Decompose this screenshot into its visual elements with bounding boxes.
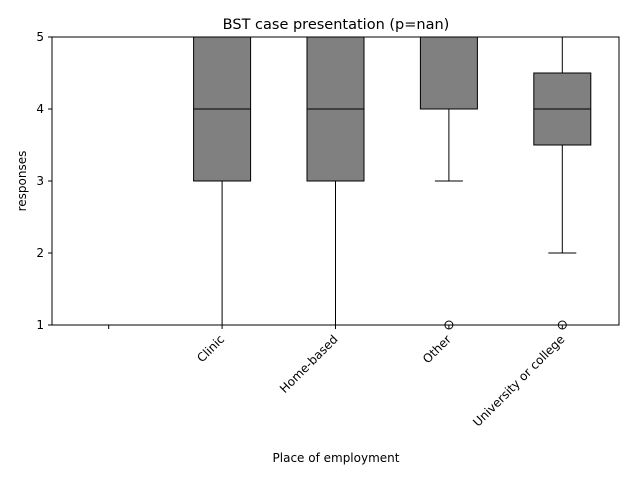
y-tick-label: 3 (36, 174, 44, 188)
x-tick-label: Other (420, 332, 454, 366)
y-tick-label: 5 (36, 30, 44, 44)
chart-title: BST case presentation (p=nan) (223, 17, 450, 33)
x-axis: Clinic Home-based Other University or colle… (108, 325, 567, 429)
plot-area (193, 36, 592, 330)
x-tick-label: Clinic (194, 332, 227, 365)
x-tick-label: Home-based (277, 332, 341, 396)
y-tick-label: 4 (36, 102, 44, 116)
box-group (193, 36, 252, 326)
y-axis: 1 2 3 4 5 (36, 30, 52, 332)
y-tick-label: 1 (36, 318, 44, 332)
x-axis-label: Place of employment (273, 451, 400, 465)
y-tick-label: 2 (36, 246, 44, 260)
box-group (419, 36, 478, 330)
box-group (306, 36, 365, 326)
box-group (533, 36, 592, 330)
y-axis-label: responses (15, 151, 29, 212)
iqr-box (419, 36, 478, 110)
x-tick-label: University or college (470, 332, 567, 429)
